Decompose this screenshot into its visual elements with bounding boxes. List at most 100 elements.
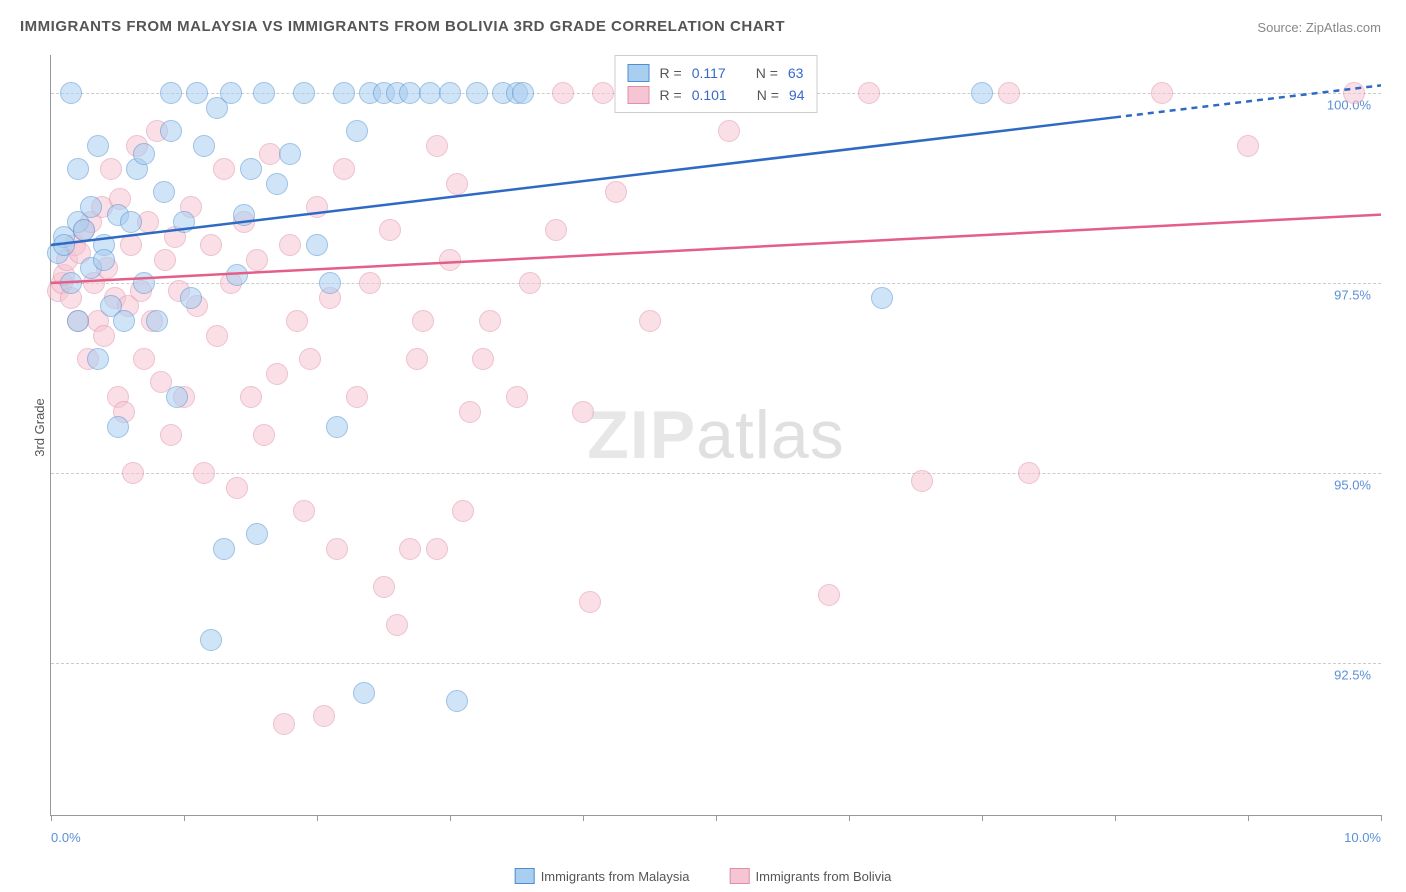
legend-label-bolivia: Immigrants from Bolivia (756, 869, 892, 884)
scatter-point (858, 82, 880, 104)
scatter-point (426, 538, 448, 560)
scatter-point (120, 234, 142, 256)
stats-n-label: N = (756, 65, 778, 81)
scatter-point (346, 386, 368, 408)
y-tick-label: 95.0% (1334, 478, 1371, 493)
scatter-point (259, 143, 281, 165)
scatter-point (386, 614, 408, 636)
scatter-point (439, 249, 461, 271)
gridline-h (51, 473, 1381, 474)
scatter-point (552, 82, 574, 104)
scatter-point (998, 82, 1020, 104)
x-tick (1381, 815, 1382, 821)
scatter-point (240, 386, 262, 408)
scatter-point (871, 287, 893, 309)
watermark-bold: ZIP (587, 397, 696, 473)
scatter-point (80, 196, 102, 218)
scatter-point (166, 386, 188, 408)
scatter-point (299, 348, 321, 370)
x-tick (583, 815, 584, 821)
scatter-point (519, 272, 541, 294)
x-tick (450, 815, 451, 821)
scatter-point (293, 82, 315, 104)
scatter-point (379, 219, 401, 241)
stats-r-label: R = (660, 65, 682, 81)
scatter-point (313, 705, 335, 727)
scatter-point (153, 181, 175, 203)
scatter-point (306, 196, 328, 218)
scatter-point (60, 82, 82, 104)
source-link[interactable]: ZipAtlas.com (1306, 20, 1381, 35)
scatter-point (193, 462, 215, 484)
scatter-point (67, 310, 89, 332)
scatter-point (439, 82, 461, 104)
scatter-point (911, 470, 933, 492)
scatter-point (133, 272, 155, 294)
scatter-point (87, 348, 109, 370)
scatter-point (279, 234, 301, 256)
x-tick (849, 815, 850, 821)
y-tick-label: 97.5% (1334, 288, 1371, 303)
scatter-point (1151, 82, 1173, 104)
scatter-point (273, 713, 295, 735)
scatter-point (206, 325, 228, 347)
scatter-point (173, 211, 195, 233)
scatter-point (154, 249, 176, 271)
scatter-point (133, 143, 155, 165)
scatter-point (220, 82, 242, 104)
scatter-point (446, 173, 468, 195)
scatter-point (193, 135, 215, 157)
gridline-h (51, 663, 1381, 664)
scatter-point (226, 264, 248, 286)
scatter-point (426, 135, 448, 157)
scatter-point (286, 310, 308, 332)
scatter-point (479, 310, 501, 332)
scatter-point (122, 462, 144, 484)
scatter-point (120, 211, 142, 233)
scatter-point (240, 158, 262, 180)
scatter-point (293, 500, 315, 522)
x-min-label: 0.0% (51, 830, 81, 845)
scatter-point (246, 523, 268, 545)
scatter-point (266, 363, 288, 385)
scatter-point (93, 325, 115, 347)
scatter-point (512, 82, 534, 104)
scatter-point (359, 272, 381, 294)
scatter-point (506, 386, 528, 408)
legend-label-malaysia: Immigrants from Malaysia (541, 869, 690, 884)
scatter-point (333, 82, 355, 104)
scatter-point (452, 500, 474, 522)
scatter-point (67, 158, 89, 180)
scatter-point (160, 120, 182, 142)
stats-row: R =0.101N =94 (628, 84, 805, 106)
stats-r-value: 0.117 (692, 65, 726, 81)
scatter-point (73, 219, 95, 241)
scatter-point (146, 310, 168, 332)
scatter-point (718, 120, 740, 142)
scatter-point (60, 272, 82, 294)
stats-swatch (628, 64, 650, 82)
stats-row: R = 0.117 N = 63 (628, 62, 805, 84)
scatter-point (353, 682, 375, 704)
stats-n-label: N = (757, 87, 779, 103)
scatter-point (279, 143, 301, 165)
stats-n-value: 63 (788, 65, 804, 81)
stats-swatch (628, 86, 650, 104)
scatter-point (93, 249, 115, 271)
x-tick (317, 815, 318, 821)
scatter-point (406, 348, 428, 370)
x-max-label: 10.0% (1344, 830, 1381, 845)
scatter-point (818, 584, 840, 606)
x-tick (1115, 815, 1116, 821)
scatter-point (100, 158, 122, 180)
scatter-point (246, 249, 268, 271)
scatter-point (226, 477, 248, 499)
scatter-point (87, 135, 109, 157)
x-tick (982, 815, 983, 821)
watermark-thin: atlas (696, 397, 845, 473)
source-attribution: Source: ZipAtlas.com (1257, 20, 1381, 35)
scatter-point (253, 82, 275, 104)
legend-swatch-malaysia (515, 868, 535, 884)
legend-item-malaysia: Immigrants from Malaysia (515, 868, 690, 884)
stats-r-value: 0.101 (692, 87, 727, 103)
